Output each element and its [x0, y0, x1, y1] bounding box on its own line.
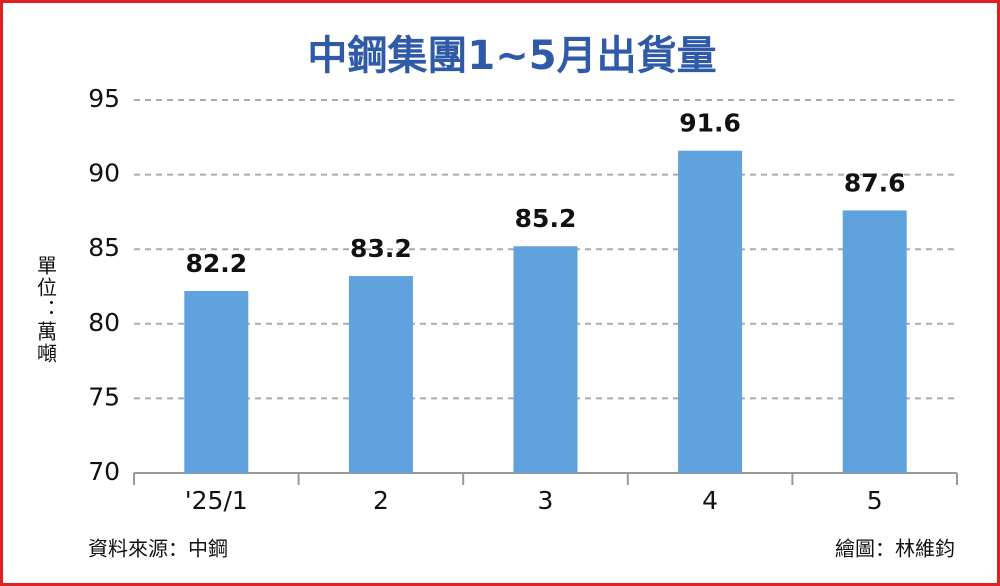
x-tick-label: '25/1 [185, 486, 248, 515]
value-label: 91.6 [679, 109, 741, 138]
bar [513, 246, 578, 473]
credit-note: 繪圖：林維鈞 [835, 537, 955, 561]
value-label: 87.6 [844, 168, 906, 197]
bar [184, 290, 249, 473]
bar [678, 150, 743, 473]
bar [348, 276, 413, 473]
y-tick-label: 85 [88, 233, 120, 262]
chart-title: 中鋼集團1~5月出貨量 [307, 33, 716, 79]
x-tick-label: 5 [867, 486, 883, 515]
y-axis-label: 單位：萬噸 [34, 255, 58, 365]
y-tick-label: 95 [88, 84, 120, 113]
value-label: 83.2 [350, 234, 412, 263]
y-tick-label: 80 [88, 308, 120, 337]
value-label: 85.2 [515, 204, 577, 233]
bar [842, 210, 907, 473]
value-label: 82.2 [185, 249, 247, 278]
source-note: 資料來源：中鋼 [88, 537, 228, 561]
y-tick-label: 75 [88, 382, 120, 411]
x-tick-label: 2 [373, 486, 389, 515]
x-tick-label: 4 [702, 486, 718, 515]
y-tick-label: 90 [88, 159, 120, 188]
y-tick-label: 70 [88, 457, 120, 486]
x-tick-label: 3 [538, 486, 554, 515]
